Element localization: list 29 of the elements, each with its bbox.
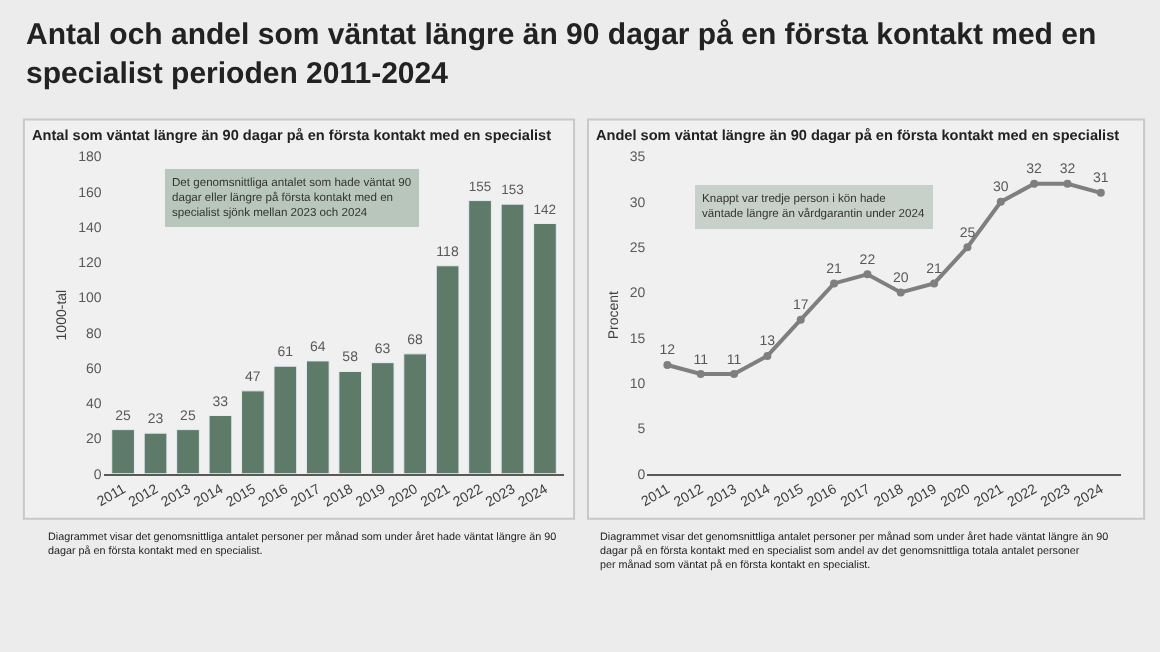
point: [1030, 179, 1039, 188]
point: [930, 279, 939, 288]
point: [796, 315, 805, 324]
bar: [208, 415, 233, 474]
bar: [468, 200, 492, 474]
bar: [338, 370, 363, 474]
point: [963, 243, 972, 252]
chart-title: Antal och andel som väntat längre än 90 dagar på en första kontakt med en specialist perioden 2011-2024: [26, 18, 1097, 91]
bar: [143, 432, 168, 474]
bar: [111, 429, 135, 474]
point: [896, 288, 905, 297]
bar: [176, 429, 200, 474]
point: [1096, 188, 1105, 197]
bar: [273, 365, 298, 474]
point: [763, 351, 772, 360]
bar: [533, 223, 557, 474]
point: [863, 270, 872, 279]
point: [830, 279, 839, 288]
bar: [403, 353, 427, 474]
bar: [435, 265, 460, 474]
point: [996, 197, 1005, 206]
point: [730, 370, 739, 378]
bar: [370, 362, 395, 474]
point: [696, 370, 705, 378]
bar: [305, 360, 330, 474]
point: [1063, 179, 1072, 188]
bar: [500, 203, 525, 474]
bar: [241, 390, 265, 474]
point: [663, 360, 672, 369]
